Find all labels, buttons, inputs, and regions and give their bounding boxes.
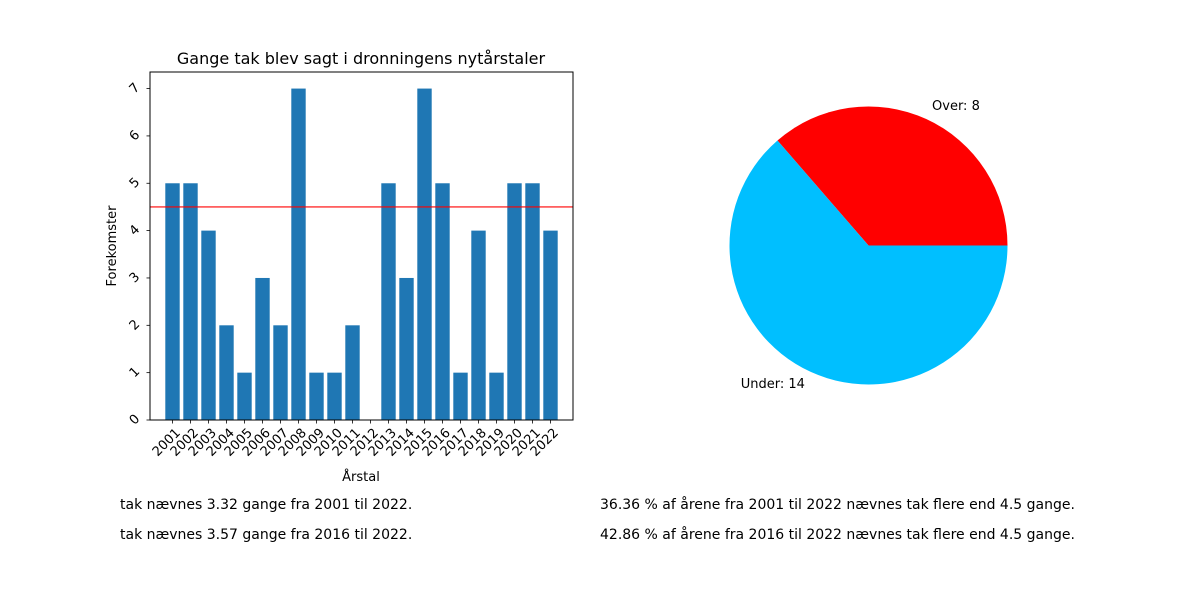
bar-2004 — [219, 325, 234, 420]
y-tick-label: 3 — [127, 270, 143, 286]
x-axis-ticks: 2001200220032004200520062007200820092010… — [150, 420, 562, 460]
y-tick-label: 1 — [127, 364, 143, 380]
y-tick-label: 2 — [127, 317, 143, 333]
bar-2022 — [543, 230, 558, 420]
y-axis-ticks: 0 1 2 3 4 5 6 7 — [127, 80, 150, 428]
pie-label-over: Over: 8 — [932, 99, 980, 114]
summary-percent-2016-2022: 42.86 % af årene fra 2016 til 2022 nævne… — [600, 527, 1075, 543]
bar-2018 — [471, 230, 486, 420]
bar-2021 — [525, 183, 540, 420]
pie-slice-under — [729, 140, 1008, 385]
bars — [165, 88, 558, 420]
bar-2006 — [255, 277, 270, 420]
bar-2014 — [399, 277, 414, 420]
bar-2010 — [327, 372, 342, 420]
summary-average-2016-2022: tak nævnes 3.57 gange fra 2016 til 2022. — [120, 527, 413, 543]
bar-2011 — [345, 325, 360, 420]
y-tick-label: 6 — [127, 128, 143, 144]
bar-chart-title: Gange tak blev sagt i dronningens nytårs… — [177, 49, 546, 68]
pie-slice-over — [777, 106, 1008, 246]
bar-2007 — [273, 325, 288, 420]
bar-2013 — [381, 183, 396, 420]
y-tick-label: 0 — [127, 412, 143, 428]
x-axis-label: Årstal — [342, 469, 380, 485]
pie-chart: Over: 8 Under: 14 — [729, 99, 1008, 392]
bar-2005 — [237, 372, 252, 420]
summary-percent-2001-2022: 36.36 % af årene fra 2001 til 2022 nævne… — [600, 497, 1075, 513]
bar-2016 — [435, 183, 450, 420]
bar-2017 — [453, 372, 468, 420]
y-tick-label: 5 — [127, 175, 143, 191]
bar-chart: Gange tak blev sagt i dronningens nytårs… — [105, 49, 574, 485]
pie-label-under: Under: 14 — [741, 377, 805, 392]
bar-2019 — [489, 372, 504, 420]
bar-2009 — [309, 372, 324, 420]
summary-average-2001-2022: tak nævnes 3.32 gange fra 2001 til 2022. — [120, 497, 413, 513]
bar-2002 — [183, 183, 198, 420]
bar-2001 — [165, 183, 180, 420]
y-axis-label: Forekomster — [105, 205, 120, 287]
y-tick-label: 4 — [127, 222, 143, 238]
bar-2020 — [507, 183, 522, 420]
bar-2015 — [417, 88, 432, 420]
axes-frame — [149, 71, 574, 421]
y-tick-label: 7 — [127, 80, 143, 96]
bar-2008 — [291, 88, 306, 420]
bar-2003 — [201, 230, 216, 420]
